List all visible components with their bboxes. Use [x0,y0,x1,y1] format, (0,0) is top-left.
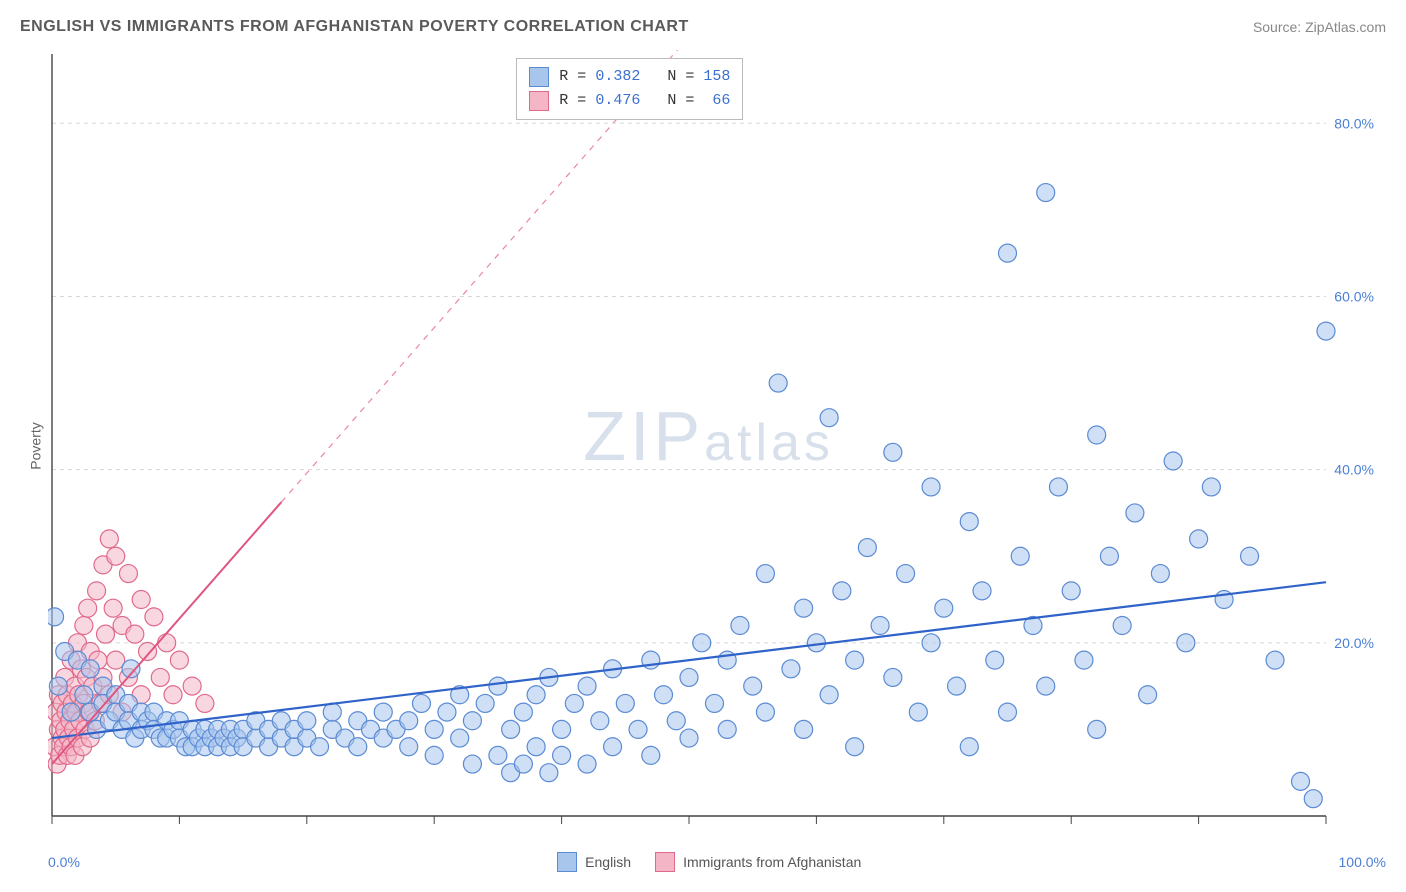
legend-swatch [529,91,549,111]
y-axis-label: Poverty [28,422,44,469]
legend-swatch [529,67,549,87]
series-legend: English Immigrants from Afghanistan [557,852,861,872]
svg-text:40.0%: 40.0% [1334,462,1374,478]
x-axis-min-label: 0.0% [48,854,80,870]
source-label: Source: ZipAtlas.com [1253,19,1386,35]
chart-title: ENGLISH VS IMMIGRANTS FROM AFGHANISTAN P… [20,18,689,36]
x-axis-bar: 0.0% EnglishImmigrants from Afghanistan … [48,842,1386,882]
scatter-plot: 20.0% 40.0% 60.0% 80.0% [48,50,1386,836]
legend-item: English [557,852,631,872]
legend-row: R = 0.476 N = 66 [529,89,730,113]
chart-area: 20.0%40.0%60.0%80.0% ZIPatlas R = 0.382 … [48,50,1386,836]
x-axis-max-label: 100.0% [1339,854,1386,870]
svg-text:60.0%: 60.0% [1334,288,1374,304]
svg-text:80.0%: 80.0% [1334,115,1374,131]
legend-swatch [557,852,577,872]
legend-row: R = 0.382 N = 158 [529,65,730,89]
legend-swatch [655,852,675,872]
correlation-legend: R = 0.382 N = 158R = 0.476 N = 66 [516,58,743,120]
legend-label: Immigrants from Afghanistan [683,854,861,870]
legend-item: Immigrants from Afghanistan [655,852,861,872]
svg-text:20.0%: 20.0% [1334,635,1374,651]
legend-label: English [585,854,631,870]
